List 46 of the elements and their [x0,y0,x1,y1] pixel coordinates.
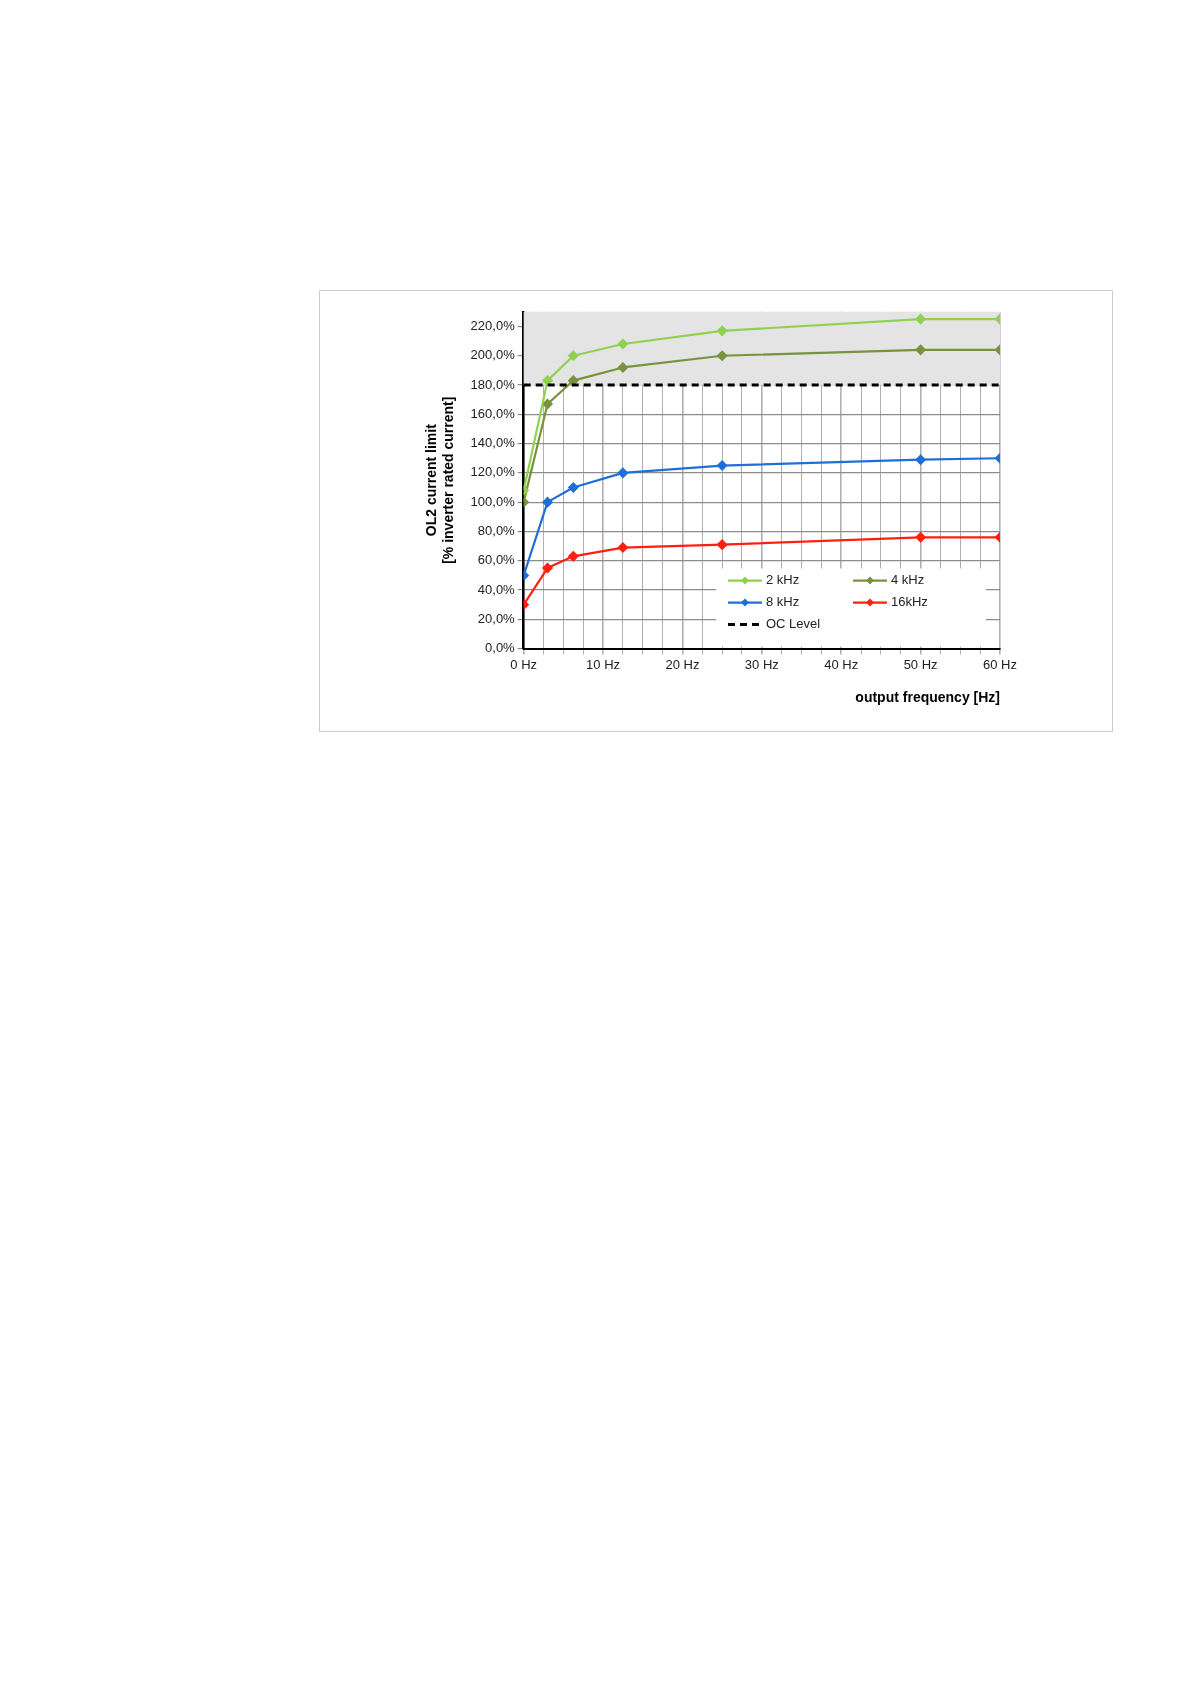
x-tick-label: 50 Hz [903,656,938,672]
point [568,551,579,562]
point [915,344,926,355]
point [617,542,629,553]
y-tick-label: 20,0% [477,610,516,626]
x-tick-label: 30 Hz [744,656,779,672]
y-tick-label: 220,0% [470,318,516,334]
point [617,338,629,350]
y-tick-label: 40,0% [477,581,516,597]
y-tick-label: 120,0% [470,464,516,480]
legend-label: 8 kHz [766,594,800,610]
y-tick-label: 200,0% [470,347,516,363]
point [717,325,728,336]
y-tick-label: 180,0% [470,376,516,392]
point [915,532,926,543]
point [568,482,579,493]
y-tick-label: 160,0% [470,405,516,421]
point [568,375,579,386]
point [915,454,926,465]
point [542,375,553,386]
legend-label: 4 kHz [891,572,925,588]
point [542,398,553,410]
y-tick-label: 80,0% [477,523,516,539]
y-tick-label: 100,0% [470,493,516,509]
point [717,539,728,550]
point [717,350,728,361]
x-tick-label: 60 Hz [983,656,1017,672]
point [717,460,728,471]
x-tick-label: 10 Hz [586,656,621,672]
x-tick-label: 0 Hz [510,656,538,672]
point [617,362,629,373]
legend-label: 2 kHz [766,572,800,588]
point [915,314,926,325]
x-tick-label: 40 Hz [824,656,859,672]
x-tick-label: 20 Hz [665,656,700,672]
legend-label: OC Level [766,616,821,632]
point [542,497,553,508]
legend-label: 16kHz [891,594,928,610]
x-axis-title: output frequency [Hz] [855,689,1000,706]
y-tick-label: 0,0% [485,640,516,656]
y-axis-title: OL2 current limit [% inverter rated current] [423,396,457,564]
point [542,562,553,574]
y-tick-label: 140,0% [470,435,516,451]
point [568,350,579,361]
point [617,467,629,478]
y-tick-label: 60,0% [477,552,516,568]
